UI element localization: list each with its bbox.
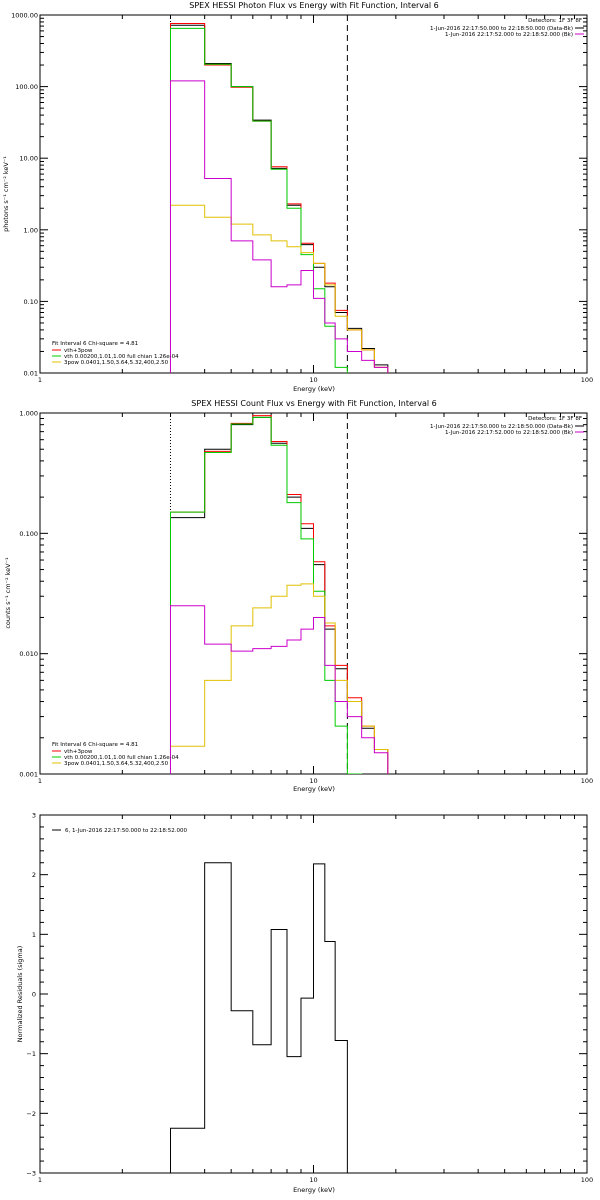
y-tick-label: 10.00 <box>19 155 38 163</box>
residuals-legend: 6, 1-Jun-2016 22:17:50.000 to 22:18:52.0… <box>52 828 188 834</box>
legend-top-entry: 1-Jun-2016 22:17:50.000 to 22:18:50.000 … <box>430 26 573 32</box>
y-tick-label: −1 <box>26 1050 36 1058</box>
series-bk-line <box>169 605 389 774</box>
photon-flux-xlabel: Energy (keV) <box>293 385 335 393</box>
legend-bottom-entry: vth+3pow <box>64 348 93 354</box>
residuals-xlabel: Energy (keV) <box>293 1186 335 1194</box>
photon-flux-fit-info: Fit Interval 6 Chi-square = 4.81 <box>52 341 138 347</box>
x-tick-label: 100 <box>581 777 593 785</box>
x-tick-label: 1 <box>38 1176 42 1184</box>
count-flux-ticks: 1 10 100 0.001 0.010 0.100 1.000 <box>19 410 593 786</box>
photon-flux-panel: SPEX HESSI Photon Flux vs Energy with Fi… <box>2 1 593 393</box>
y-tick-label: −3 <box>26 1170 36 1178</box>
residuals-ylabel: Normalized Residuals (sigma) <box>16 946 24 1043</box>
y-tick-label: 1000.00 <box>11 12 38 20</box>
photon-flux-ticks: 1 10 100 0.01 0.10 1.00 10.00 100.00 1000.00 <box>11 12 593 385</box>
y-tick-label: 0 <box>32 991 36 999</box>
residuals-series <box>169 862 348 1173</box>
legend-top-entry: 1-Jun-2016 22:17:52.000 to 22:18:52.000 … <box>445 32 573 38</box>
legend-bottom-entry: 3pow 0.0401,1.50,3.64,5.32,400,2.50 <box>64 761 169 767</box>
count-flux-xlabel: Energy (keV) <box>293 785 335 793</box>
count-flux-title: SPEX HESSI Count Flux vs Energy with Fit… <box>191 399 436 408</box>
legend-bottom-entry: 3pow 0.0401,1.50,3.64,5.32,400,2.50 <box>64 360 169 366</box>
photon-flux-ylabel: photons s⁻¹ cm⁻² keV⁻¹ <box>2 156 10 232</box>
x-tick-label: 10 <box>309 1176 317 1184</box>
y-tick-label: 1 <box>32 931 36 939</box>
x-tick-label: 1 <box>38 777 42 785</box>
y-tick-label: 0.100 <box>19 530 38 538</box>
y-tick-label: 0.010 <box>19 650 38 658</box>
y-tick-label: 0.10 <box>24 298 38 306</box>
x-tick-label: 10 <box>309 777 317 785</box>
x-tick-label: 100 <box>581 376 593 384</box>
y-tick-label: 0.001 <box>19 771 38 779</box>
residuals-panel: 1 10 100 −3 −2 −1 0 1 2 3 Energy (keV) Normalized… <box>16 812 593 1195</box>
count-flux-ylabel: counts s⁻¹ cm⁻² keV⁻¹ <box>4 557 12 629</box>
series-data-bk-line <box>169 416 389 774</box>
x-tick-label: 10 <box>309 376 317 384</box>
y-tick-label: 1.00 <box>24 226 38 234</box>
series-6-line <box>169 862 348 1173</box>
series-bk-line <box>169 80 389 373</box>
legend-entry: 6, 1-Jun-2016 22:17:50.000 to 22:18:52.0… <box>65 828 188 834</box>
photon-flux-title: SPEX HESSI Photon Flux vs Energy with Fi… <box>189 1 439 10</box>
photon-flux-detectors: Detectors: 1F 3F 8F <box>528 18 582 24</box>
residuals-ticks: 1 10 100 −3 −2 −1 0 1 2 3 <box>26 812 593 1185</box>
series-data-bk-line <box>169 24 389 373</box>
count-flux-series <box>169 415 389 774</box>
photon-flux-marker-lines <box>169 15 348 373</box>
legend-bottom-entry: vth 0.00200,1.01,1.00 full chian 1.26e-0… <box>64 354 179 360</box>
legend-bottom-entry: vth 0.00200,1.01,1.00 full chian 1.26e-0… <box>64 755 179 761</box>
series-vth-line <box>169 416 389 774</box>
photon-flux-legend-top: 1-Jun-2016 22:17:50.000 to 22:18:50.000 … <box>430 26 584 38</box>
y-tick-label: 2 <box>32 871 36 879</box>
photon-flux-series <box>169 23 389 373</box>
legend-bottom-entry: vth+3pow <box>64 749 93 755</box>
legend-top-entry: 1-Jun-2016 22:17:52.000 to 22:18:52.000 … <box>445 430 573 436</box>
series-vth-3pow-line <box>169 415 389 774</box>
count-flux-detectors: Detectors: 1F 3F 8F <box>528 416 582 422</box>
series-vth-3pow-line <box>169 23 389 373</box>
count-flux-fit-info: Fit Interval 6 Chi-square = 4.81 <box>52 742 138 748</box>
y-tick-label: −2 <box>26 1110 36 1118</box>
y-tick-label: 0.01 <box>24 370 38 378</box>
series-3pow-line <box>169 204 389 373</box>
photon-flux-plot-frame <box>39 14 588 374</box>
y-tick-label: 3 <box>32 812 36 820</box>
series-vth-line <box>169 27 389 373</box>
count-flux-legend-top: 1-Jun-2016 22:17:50.000 to 22:18:50.000 … <box>430 424 584 436</box>
count-flux-marker-lines <box>169 413 348 774</box>
series-3pow-line <box>169 583 389 774</box>
x-tick-label: 100 <box>581 1176 593 1184</box>
x-tick-label: 1 <box>38 376 42 384</box>
y-tick-label: 1.000 <box>19 410 38 418</box>
y-tick-label: 100.00 <box>15 83 38 91</box>
count-flux-panel: SPEX HESSI Count Flux vs Energy with Fit… <box>4 399 593 793</box>
legend-top-entry: 1-Jun-2016 22:17:50.000 to 22:18:50.000 … <box>430 424 573 430</box>
